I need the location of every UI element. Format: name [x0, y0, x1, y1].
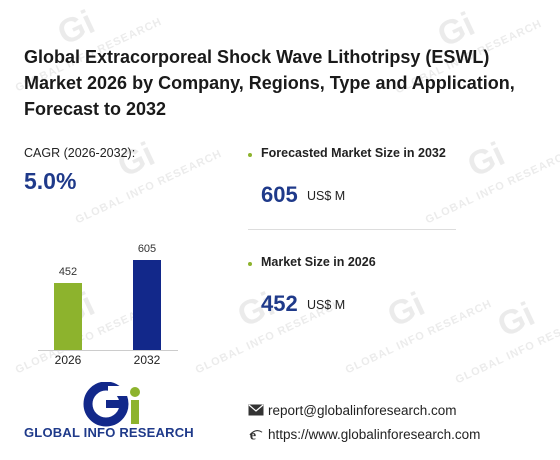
envelope-icon	[248, 404, 264, 416]
market-size-label: Market Size in 2026	[261, 255, 376, 269]
forecast-size-unit: US$ M	[307, 189, 346, 203]
watermark: Gi GLOBAL INFO RESEARCH	[175, 259, 344, 378]
market-size-unit: US$ M	[307, 298, 346, 312]
watermark-logo: Gi	[111, 135, 161, 185]
svg-text:e: e	[250, 428, 256, 441]
watermark: Gi GLOBAL INFO RESEARCH	[405, 109, 560, 228]
cagr-value: 5.0%	[24, 168, 77, 194]
contact-email[interactable]: report@globalinforesearch.com	[268, 403, 457, 418]
bullet-dot	[248, 262, 252, 266]
x-axis-line	[38, 350, 178, 351]
watermark-text: GLOBAL INFO RESEARCH	[453, 307, 560, 387]
brand-logo	[83, 382, 140, 427]
contact-website[interactable]: https://www.globalinforesearch.com	[268, 427, 481, 442]
bar-value-label-2026: 452	[58, 266, 78, 278]
page-title: Global Extracorporeal Shock Wave Lithotr…	[24, 47, 515, 119]
brand-name: GLOBAL INFO RESEARCH	[24, 425, 194, 440]
bar-2032	[133, 260, 161, 350]
divider	[248, 229, 456, 230]
market-size-value: 452	[261, 291, 298, 316]
forecast-size-label: Forecasted Market Size in 2032	[261, 146, 446, 160]
watermark-logo: Gi	[491, 295, 541, 345]
forecast-size-value: 605	[261, 182, 298, 207]
watermark-logo: Gi	[381, 285, 431, 335]
x-tick-label-2026: 2026	[54, 353, 82, 367]
bar-2026	[54, 283, 82, 350]
x-tick-label-2032: 2032	[133, 353, 161, 367]
bullet-dot	[248, 153, 252, 157]
bar-value-label-2032: 605	[137, 243, 157, 255]
watermark: Gi GLOBAL INFO RESEARCH	[325, 259, 494, 378]
watermark: Gi GLOBAL INFO RESEARCH	[435, 269, 560, 388]
web-icon: e	[249, 428, 263, 441]
watermark-logo: Gi	[461, 135, 511, 185]
watermark-text: GLOBAL INFO RESEARCH	[343, 297, 495, 377]
watermark: Gi GLOBAL INFO RESEARCH	[55, 109, 224, 228]
cagr-label: CAGR (2026-2032):	[24, 146, 136, 160]
